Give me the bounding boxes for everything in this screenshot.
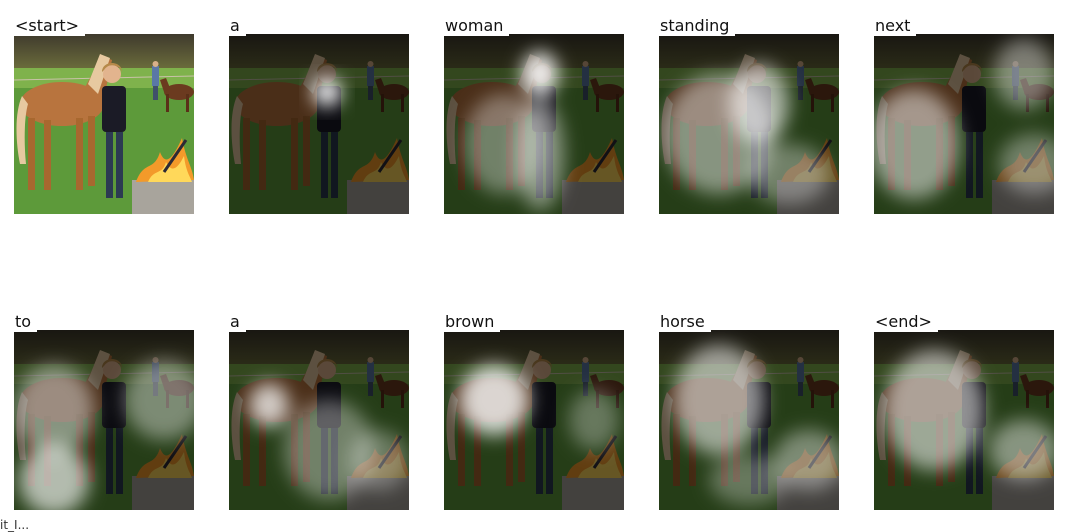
token-label: woman <box>444 16 510 36</box>
attention-image <box>444 34 624 214</box>
attention-image <box>229 330 409 510</box>
attention-image <box>229 34 409 214</box>
attention-highlight <box>459 365 619 450</box>
token-label: next <box>874 16 917 36</box>
attention-panel: next <box>874 16 1054 214</box>
attention-panel: woman <box>444 16 624 214</box>
footer-text: it_I... <box>0 518 30 532</box>
attention-highlight <box>874 39 1054 199</box>
token-label: to <box>14 312 38 332</box>
attention-panel: to <box>14 312 194 510</box>
token-label: <start> <box>14 16 86 36</box>
background-person <box>152 66 159 86</box>
attention-image <box>874 330 1054 510</box>
fire-barrel <box>132 180 194 214</box>
attention-panel: a <box>229 16 409 214</box>
attention-image <box>14 330 194 510</box>
token-label: brown <box>444 312 501 332</box>
attention-highlight <box>14 360 194 510</box>
token-label: a <box>229 312 246 332</box>
main-horse <box>20 82 104 126</box>
woman <box>102 86 126 132</box>
attention-panel: standing <box>659 16 839 214</box>
attention-highlight <box>674 345 839 505</box>
token-label: standing <box>659 16 736 36</box>
token-label: a <box>229 16 246 36</box>
attention-image <box>444 330 624 510</box>
attention-image <box>659 34 839 214</box>
attention-panel: <start> <box>14 16 194 214</box>
attention-panel: horse <box>659 312 839 510</box>
attention-highlight <box>249 383 409 500</box>
attention-panel: <end> <box>874 312 1054 510</box>
attention-image <box>659 330 839 510</box>
attention-panel: brown <box>444 312 624 510</box>
token-label: horse <box>659 312 711 332</box>
attention-panel: a <box>229 312 409 510</box>
attention-image <box>874 34 1054 214</box>
attention-highlight <box>313 78 341 106</box>
token-label: <end> <box>874 312 938 332</box>
attention-highlight <box>664 64 829 204</box>
attention-mask <box>229 34 409 214</box>
attention-highlight <box>464 52 564 210</box>
attention-highlight <box>884 350 1054 480</box>
attention-image <box>14 34 194 214</box>
